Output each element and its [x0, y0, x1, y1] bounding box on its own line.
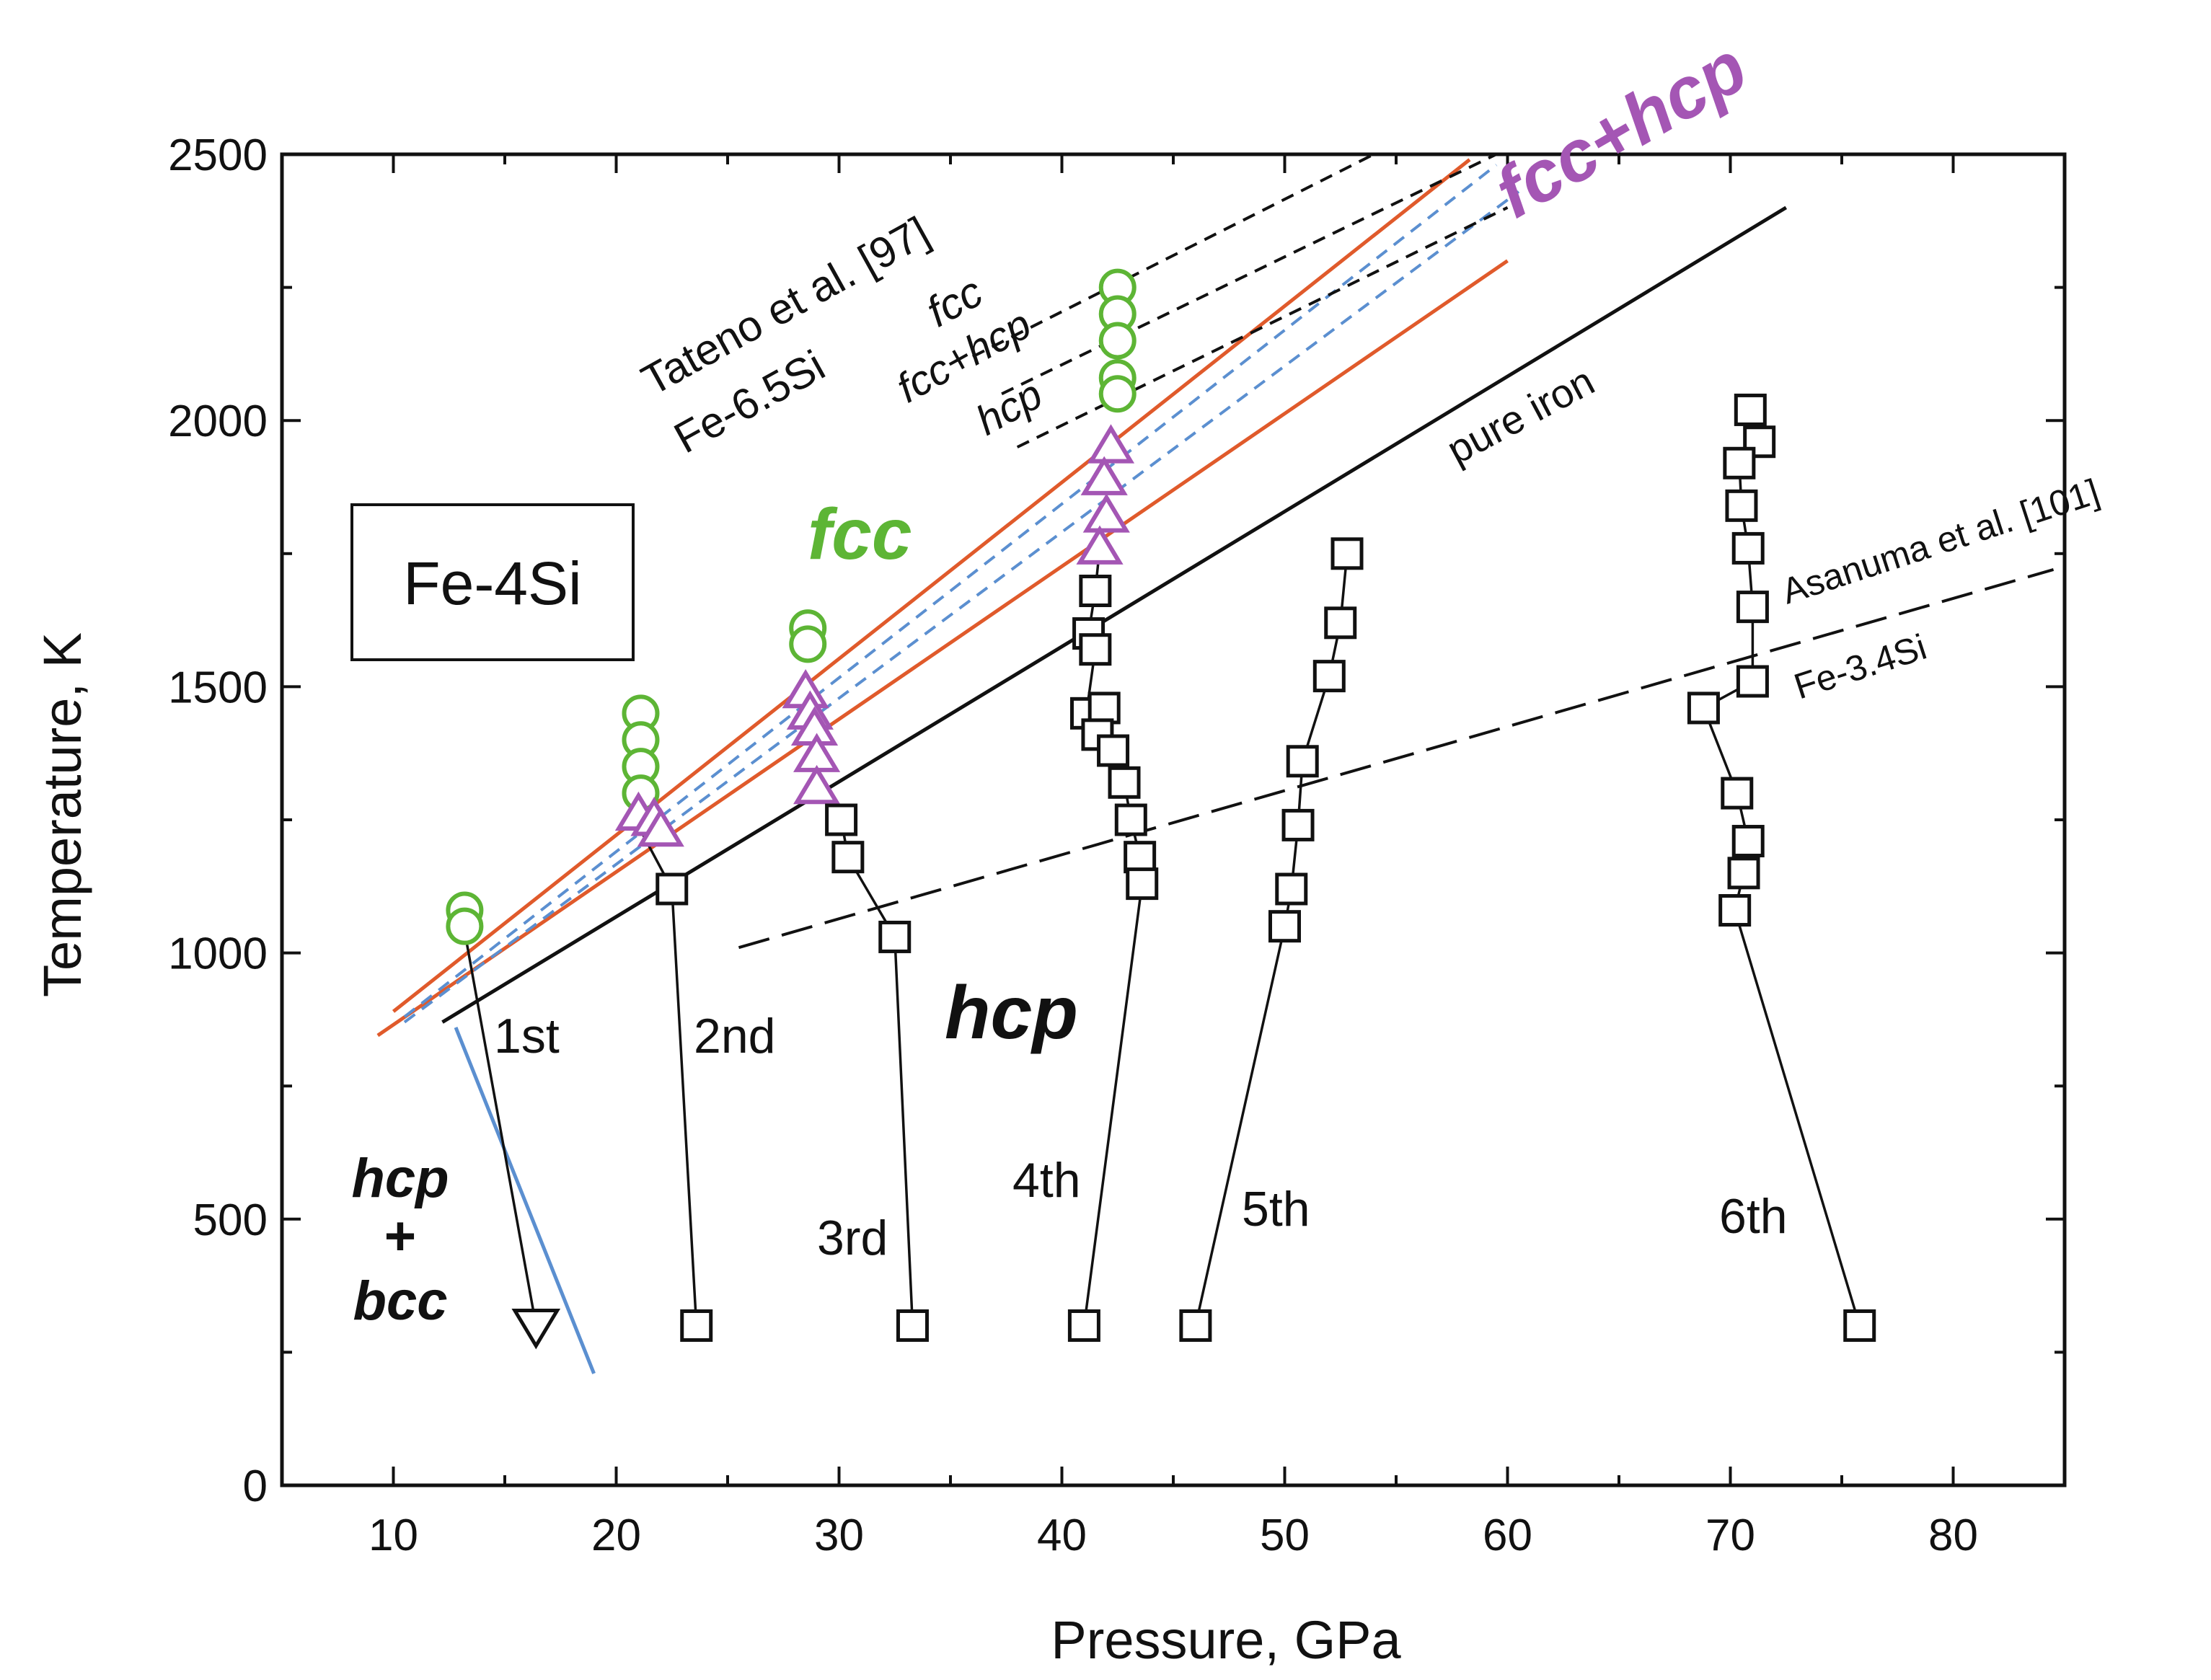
x-tick-label: 30 — [814, 1511, 864, 1560]
x-tick-label: 60 — [1483, 1511, 1532, 1560]
hcp-point — [1124, 841, 1157, 874]
pure-iron-label: pure iron — [1439, 358, 1602, 472]
compression-path-1st — [463, 931, 538, 1326]
fcc-hcp-point — [637, 807, 684, 847]
data-markers — [446, 268, 1876, 1350]
hcp-point — [1179, 1309, 1212, 1342]
hcp-point — [1734, 393, 1767, 426]
boundary-line-7 — [1016, 206, 1509, 448]
hcp-point — [1731, 531, 1765, 565]
asanuma-sample-label: Fe-3.4Si — [1789, 627, 1931, 707]
compression-path-6th — [1702, 409, 1861, 1327]
hcp-point — [1324, 606, 1357, 640]
hcp-point — [1114, 803, 1147, 836]
hcp-point — [896, 1309, 929, 1342]
hcp-point — [1736, 665, 1769, 698]
annotations: fcc fcc+hcp hcp hcp + bcc Tateno et al. … — [351, 27, 2104, 1332]
run-label-1st: 1st — [494, 1009, 560, 1064]
hcp-point — [1281, 808, 1315, 841]
y-tick-label: 1500 — [168, 663, 268, 712]
fcc-point — [446, 907, 484, 945]
hcp-point — [1721, 777, 1754, 810]
run-label-5th: 5th — [1242, 1182, 1310, 1237]
boundary-line-5 — [971, 153, 1375, 358]
x-tick-label: 40 — [1037, 1511, 1087, 1560]
hcp-bcc-label-plus: + — [384, 1206, 416, 1267]
hcp-point — [1718, 894, 1752, 927]
y-tick-label: 500 — [193, 1195, 268, 1245]
hcp-point — [1286, 745, 1319, 778]
boundary-line-6 — [1001, 153, 1497, 396]
hcp-point — [1731, 825, 1765, 858]
hcp-region-label: hcp — [945, 971, 1078, 1055]
hcp-point — [1725, 489, 1758, 522]
fcc-hcp-point — [1082, 493, 1130, 533]
boundary-line-1 — [376, 259, 1509, 1038]
fcc-hcp-point — [1076, 525, 1124, 565]
hcp-point — [1108, 766, 1141, 799]
fcc-point — [1098, 375, 1137, 413]
tateno-hcp-label: hcp — [968, 371, 1050, 444]
fcc-hcp-point — [793, 764, 841, 805]
y-tick-label: 1000 — [168, 929, 268, 979]
y-tick-label: 0 — [243, 1462, 268, 1511]
hcp-point — [1268, 910, 1301, 943]
boundary-line-2 — [403, 164, 1498, 1018]
run-label-4th: 4th — [1012, 1153, 1081, 1208]
fcc-hcp-point — [1080, 456, 1128, 495]
boundary-line-0 — [392, 158, 1471, 1013]
run-label-2nd: 2nd — [694, 1009, 775, 1064]
hcp-point — [1126, 867, 1159, 901]
plot-frame — [280, 152, 2067, 1487]
sample-label-box: Fe-4Si — [350, 503, 635, 661]
fcc-hcp-point — [1087, 424, 1135, 464]
y-tick-label: 2000 — [168, 397, 268, 446]
y-tick-label: 2500 — [168, 131, 268, 180]
hcp-point — [1067, 1309, 1100, 1342]
boundary-line-8 — [738, 568, 2055, 950]
hcp-point — [831, 841, 865, 874]
compression-paths — [463, 409, 1861, 1327]
fcc-point — [1098, 322, 1137, 360]
sample-label: Fe-4Si — [403, 549, 581, 617]
run-label-3rd: 3rd — [817, 1211, 888, 1265]
phase-boundaries — [376, 153, 2055, 1374]
asanuma-ref-label: Asanuma et al. [101] — [1777, 471, 2104, 611]
run-label-6th: 6th — [1719, 1189, 1788, 1244]
x-tick-label: 80 — [1928, 1511, 1978, 1560]
hcp-bcc-label-hcp: hcp — [351, 1148, 449, 1209]
hcp-point — [1312, 660, 1346, 693]
boundary-line-9 — [454, 1027, 596, 1374]
hcp-point — [656, 872, 689, 906]
start-point-down-triangle — [511, 1308, 561, 1350]
x-tick-label: 70 — [1705, 1511, 1755, 1560]
hcp-point — [1087, 691, 1121, 725]
hcp-point — [1727, 857, 1760, 890]
boundary-line-3 — [403, 190, 1520, 1024]
hcp-point — [1330, 537, 1364, 570]
fcc-region-label: fcc — [808, 494, 912, 575]
x-tick-label: 50 — [1260, 1511, 1310, 1560]
axis-ticks: 10 20 30 40 50 60 70 80 0 500 1000 1500 2000 2500 — [168, 131, 2066, 1560]
x-tick-label: 10 — [368, 1511, 418, 1560]
hcp-point — [1079, 633, 1112, 666]
hcp-point — [825, 803, 858, 836]
y-axis-title: Temperature, K — [32, 632, 92, 997]
hcp-point — [1723, 446, 1756, 479]
x-tick-label: 20 — [591, 1511, 641, 1560]
hcp-point — [1097, 734, 1130, 767]
fcc-point — [789, 625, 827, 663]
hcp-point — [680, 1309, 713, 1342]
hcp-bcc-label-bcc: bcc — [353, 1270, 448, 1332]
hcp-point — [1275, 872, 1308, 906]
hcp-point — [1736, 591, 1769, 624]
hcp-point — [878, 920, 912, 953]
hcp-point — [1687, 691, 1720, 725]
x-axis-title: Pressure, GPa — [1051, 1610, 1401, 1670]
hcp-point — [1079, 574, 1112, 607]
fcc-hcp-region-label: fcc+hcp — [1482, 27, 1760, 234]
hcp-point — [1843, 1309, 1876, 1342]
